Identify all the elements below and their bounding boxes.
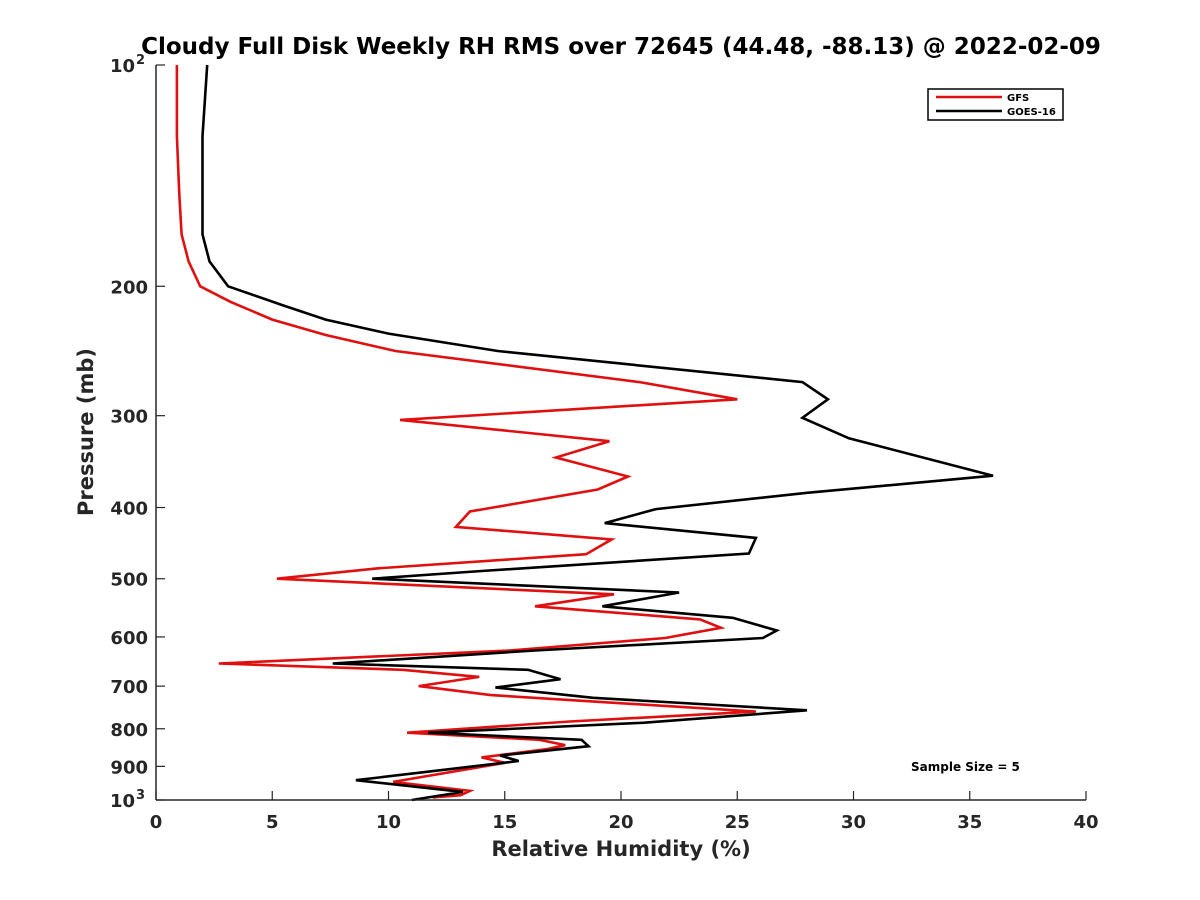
x-axis-label: Relative Humidity (%) bbox=[491, 837, 750, 861]
y-tick-label: 300 bbox=[110, 407, 148, 428]
x-tick-label: 20 bbox=[608, 812, 633, 833]
x-tick-label: 25 bbox=[725, 812, 750, 833]
series-line-goes16 bbox=[201, 64, 994, 802]
y-tick-label: 400 bbox=[110, 499, 148, 520]
legend: GFS GOES-16 bbox=[927, 88, 1064, 121]
y-tick-label: 10 bbox=[110, 791, 135, 812]
legend-label-goes16: GOES-16 bbox=[1007, 107, 1056, 118]
y-tick-label: 600 bbox=[110, 628, 148, 649]
legend-box bbox=[927, 88, 1064, 121]
y-tick-label: 500 bbox=[110, 570, 148, 591]
x-tick-label: 0 bbox=[150, 812, 163, 833]
series-lines bbox=[175, 64, 994, 802]
y-axis-label: Pressure (mb) bbox=[74, 348, 98, 516]
x-tick-label: 15 bbox=[492, 812, 517, 833]
chart-title: Cloudy Full Disk Weekly RH RMS over 7264… bbox=[141, 34, 1101, 60]
x-tick-label: 40 bbox=[1073, 812, 1098, 833]
x-axis-ticks: 0 5 10 15 20 25 30 35 40 bbox=[150, 791, 1099, 833]
y-tick-label: 10 bbox=[110, 56, 135, 77]
y-tick-label-exponent: 2 bbox=[136, 53, 145, 68]
sample-size-annotation: Sample Size = 5 bbox=[911, 760, 1020, 774]
legend-label-gfs: GFS bbox=[1007, 93, 1029, 104]
x-tick-label: 10 bbox=[376, 812, 401, 833]
x-tick-label: 5 bbox=[266, 812, 279, 833]
y-tick-label-exponent: 3 bbox=[136, 788, 145, 803]
y-tick-label: 700 bbox=[110, 677, 148, 698]
x-tick-label: 30 bbox=[841, 812, 866, 833]
y-tick-label: 800 bbox=[110, 720, 148, 741]
y-tick-label: 900 bbox=[110, 757, 148, 778]
x-tick-label: 35 bbox=[957, 812, 982, 833]
y-tick-label: 200 bbox=[110, 277, 148, 298]
series-line-gfs bbox=[175, 65, 756, 799]
